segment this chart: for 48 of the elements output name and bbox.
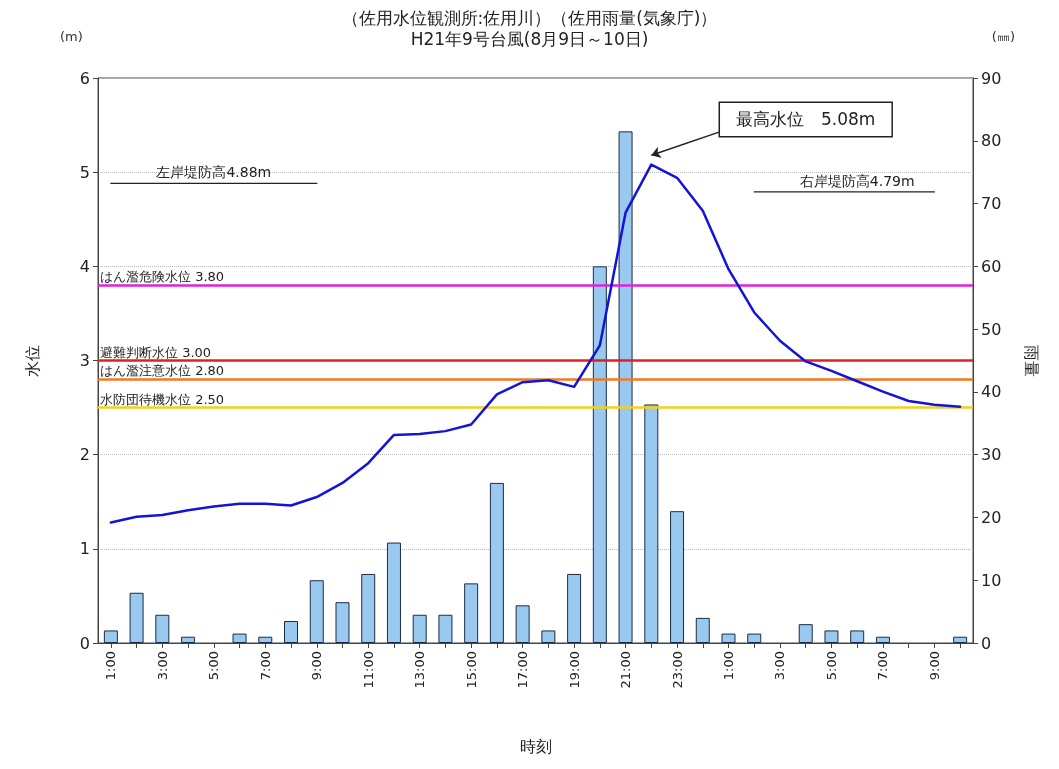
x-tick-label: 9:00 [926,651,942,681]
chart-subtitle: H21年9号台風(8月9日～10日) [410,28,649,49]
x-tick-label: 21:00 [618,651,634,689]
text: (m) [60,29,83,44]
x-axis-title: 時刻 [519,736,552,756]
x-tick-label: 5:00 [823,651,839,681]
ref-line-label: 避難判断水位 3.00 [100,344,212,360]
y2-tick-label: 10 [981,570,1002,590]
x-tick-label: 1:00 [721,651,737,681]
y-tick-label: 5 [79,162,90,182]
y2-tick-label: 50 [981,319,1002,339]
y-tick-label: 1 [79,539,90,559]
ref-line-label: はん濫危険水位 3.80 [100,269,225,285]
x-tick-label: 17:00 [515,651,531,689]
y2-tick-label: 0 [981,633,992,653]
y-axis-title: 水位 [22,344,42,377]
x-tick-label: 3:00 [154,651,170,681]
y2-tick-label: 80 [981,131,1002,151]
y2-axis-title: 雨量 [1021,344,1041,377]
x-tick-label: 5:00 [206,651,222,681]
y-tick-label: 2 [79,445,90,465]
ref-line-label: 水防団待機水位 2.50 [100,391,225,407]
ref-line-label: はん濫注意水位 2.80 [100,363,225,379]
x-tick-label: 11:00 [360,651,376,689]
x-tick-label: 3:00 [772,651,788,681]
x-tick-label: 1:00 [103,651,119,681]
y-tick-label: 3 [79,351,90,370]
y2-tick-label: 40 [981,382,1002,402]
y2-tick-label: 90 [981,68,1002,88]
text: (㎜) [991,29,1016,44]
y-tick-label: 0 [79,633,90,653]
chart-title: （佐用水位観測所:佐用川）（佐用雨量(気象庁)） [341,7,718,28]
x-tick-label: 9:00 [309,651,325,681]
annotation: 左岸堤防高4.88m [156,164,272,181]
x-tick-label: 13:00 [412,651,428,689]
x-tick-label: 23:00 [669,651,685,689]
x-tick-label: 19:00 [566,651,582,689]
annotation: 最高水位 5.08m [736,109,876,130]
y2-tick-label: 70 [981,194,1002,214]
y2-tick-label: 60 [981,256,1002,276]
x-tick-label: 15:00 [463,651,479,689]
y2-tick-label: 20 [981,507,1002,527]
x-tick-label: 7:00 [257,651,273,681]
y2-tick-label: 30 [981,445,1002,465]
annotation: 右岸堤防高4.79m [799,172,915,189]
y-tick-label: 6 [79,68,90,88]
x-tick-label: 7:00 [875,651,891,681]
y-tick-label: 4 [79,256,90,276]
